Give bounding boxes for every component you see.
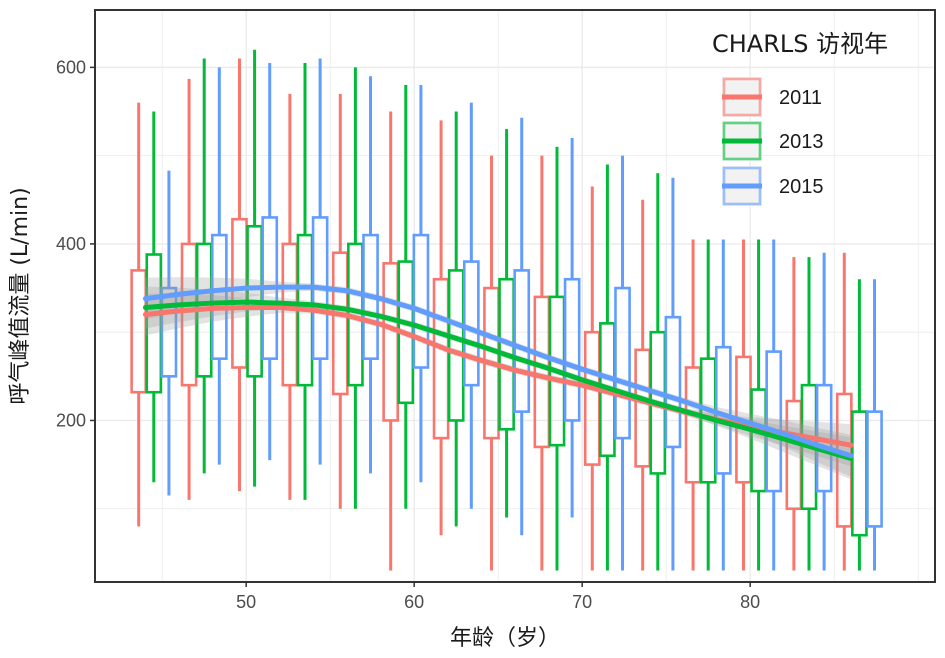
boxplot	[412, 85, 430, 483]
boxplot	[664, 177, 682, 571]
boxplot	[765, 239, 783, 571]
trend-ci-band-2011	[145, 293, 851, 467]
legend-item-2015: 2015	[722, 166, 824, 206]
legend-item-2013: 2013	[722, 121, 824, 161]
iqr-box	[513, 269, 531, 413]
boxplot	[614, 155, 631, 571]
boxplot	[210, 67, 228, 465]
iqr-box	[664, 315, 682, 449]
legend-label: 2013	[779, 131, 824, 153]
legend-label: 2011	[779, 87, 822, 109]
trend-ci-band-2015	[145, 277, 851, 477]
trend-lines	[142, 277, 854, 480]
x-tick-label: 50	[236, 592, 256, 612]
y-tick-label: 400	[56, 234, 86, 254]
trend-line-2015	[142, 284, 854, 459]
iqr-box	[866, 410, 883, 528]
plot-panel	[94, 9, 936, 583]
boxplot	[513, 117, 531, 536]
x-tick-label: 80	[740, 592, 760, 612]
boxplot	[563, 137, 581, 518]
iqr-box	[210, 233, 228, 360]
panel-border	[94, 9, 936, 583]
legend-items: 2011 2013 2015	[722, 77, 824, 206]
trend-ci-band-2013	[145, 286, 851, 480]
iqr-box	[160, 286, 178, 378]
boxplot	[866, 279, 883, 571]
y-tick-label: 600	[56, 57, 86, 77]
boxplot	[160, 170, 178, 496]
iqr-box	[462, 260, 480, 387]
iqr-box	[765, 350, 783, 493]
x-tick-label: 70	[572, 592, 592, 612]
grid-lines	[95, 10, 935, 582]
boxplot	[462, 102, 480, 509]
iqr-box	[563, 277, 581, 422]
legend: CHARLS 访视年 2011 2013 2015	[712, 30, 888, 206]
legend-title: CHARLS 访视年	[712, 30, 888, 58]
x-axis-title: 年龄（岁）	[450, 626, 560, 651]
iqr-box	[412, 233, 430, 369]
y-tick-label: 200	[56, 410, 86, 430]
y-axis-title: 呼气峰值流量 (L/min)	[8, 187, 33, 404]
iqr-box	[614, 286, 631, 440]
boxplot	[699, 239, 717, 571]
x-tick-label: 60	[404, 592, 424, 612]
axes: 50 60 70 80 200 400 600	[56, 57, 760, 612]
boxplot	[180, 78, 198, 500]
trend-line-2013	[142, 299, 854, 461]
legend-label: 2015	[779, 176, 824, 198]
legend-item-2011: 2011	[722, 77, 822, 117]
